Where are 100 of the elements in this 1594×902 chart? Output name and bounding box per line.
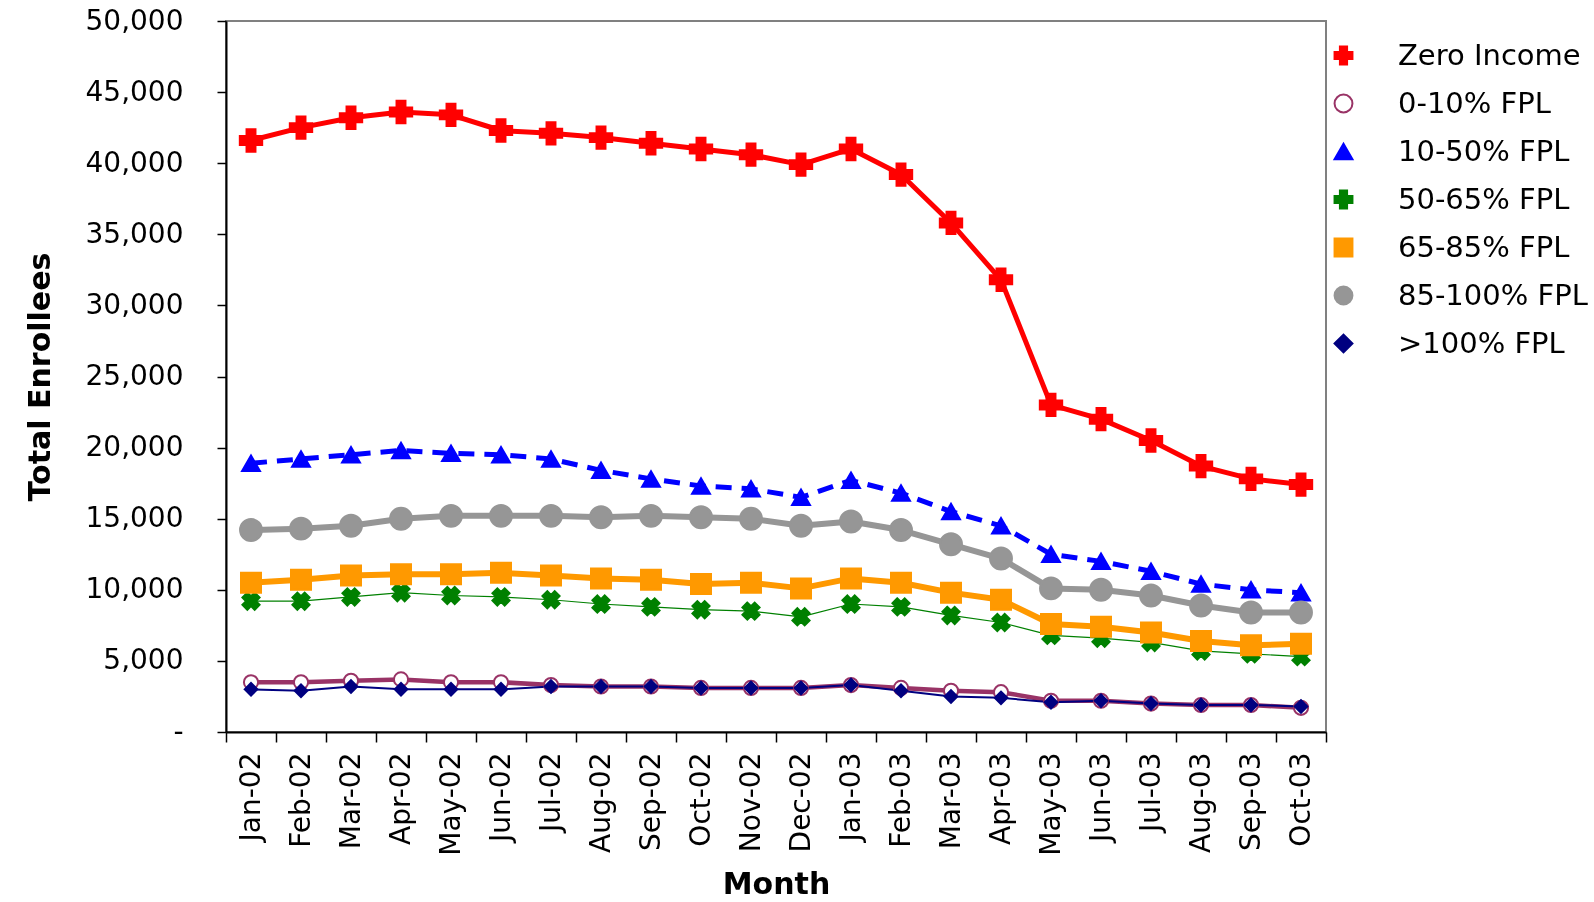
legend-label: 0-10% FPL xyxy=(1398,85,1551,120)
x-tick-label: Jun-02 xyxy=(483,752,517,844)
point xyxy=(1038,392,1064,418)
point xyxy=(689,505,713,530)
point xyxy=(1240,634,1262,657)
x-tick-label: Aug-03 xyxy=(1183,752,1217,853)
point xyxy=(1291,583,1311,602)
point xyxy=(691,477,711,495)
point xyxy=(1138,428,1164,453)
point xyxy=(791,607,811,627)
point xyxy=(388,99,414,125)
point xyxy=(888,162,914,187)
point xyxy=(991,612,1011,633)
point xyxy=(839,509,863,534)
point xyxy=(539,503,563,528)
point xyxy=(241,454,261,472)
legend-label: 85-100% FPL xyxy=(1398,277,1588,312)
x-tick-label: Apr-02 xyxy=(383,752,417,845)
point xyxy=(891,597,911,617)
point xyxy=(1289,600,1313,625)
point xyxy=(740,571,762,594)
point xyxy=(540,564,562,587)
point xyxy=(443,682,459,697)
point xyxy=(1189,593,1213,618)
y-tick-label: 35,000 xyxy=(85,216,184,250)
x-tick-label: Feb-03 xyxy=(883,752,917,848)
point xyxy=(343,679,359,694)
point xyxy=(640,568,662,591)
point xyxy=(1139,583,1163,608)
point xyxy=(641,597,661,617)
point xyxy=(690,573,712,596)
point xyxy=(338,105,364,130)
x-tick-label: Apr-03 xyxy=(983,752,1017,845)
point xyxy=(639,503,663,528)
point xyxy=(938,210,964,236)
point xyxy=(1140,621,1162,644)
point xyxy=(393,682,409,697)
point xyxy=(691,600,711,620)
x-tick-label: Feb-02 xyxy=(283,752,317,848)
y-tick-label: - xyxy=(173,714,184,748)
point xyxy=(1290,632,1312,655)
point xyxy=(538,121,564,146)
point xyxy=(341,587,361,607)
y-tick-label: 5,000 xyxy=(103,643,184,677)
point xyxy=(591,594,611,614)
point xyxy=(1090,615,1112,638)
point xyxy=(340,564,362,587)
x-tick-label: Aug-02 xyxy=(583,752,617,853)
point xyxy=(239,518,263,543)
point xyxy=(389,506,413,531)
point xyxy=(638,131,664,156)
y-tick-label: 45,000 xyxy=(85,74,184,108)
legend-label: 50-65% FPL xyxy=(1398,181,1570,216)
point xyxy=(440,563,462,586)
y-axis-title: Total Enrollees xyxy=(21,252,57,502)
point xyxy=(341,445,361,464)
y-tick-label: 30,000 xyxy=(85,287,184,321)
point xyxy=(240,571,262,594)
x-tick-label: Oct-03 xyxy=(1283,752,1317,847)
point xyxy=(1191,575,1211,593)
point xyxy=(289,516,313,541)
point xyxy=(1091,552,1111,571)
point xyxy=(789,513,813,538)
point xyxy=(441,444,461,463)
point xyxy=(238,128,264,153)
point xyxy=(288,115,314,140)
x-tick-label: Dec-02 xyxy=(783,752,817,853)
point xyxy=(541,450,561,468)
point xyxy=(590,567,612,590)
point xyxy=(441,585,461,606)
point xyxy=(291,591,311,611)
point xyxy=(1089,577,1113,602)
point xyxy=(738,142,764,167)
x-tick-label: Mar-02 xyxy=(333,752,367,850)
point xyxy=(788,152,814,177)
point xyxy=(290,568,312,591)
point xyxy=(541,590,561,610)
legend-label: Zero Income xyxy=(1398,37,1581,72)
legend-label: 10-50% FPL xyxy=(1398,133,1570,168)
point xyxy=(940,581,962,604)
point xyxy=(1039,576,1063,601)
point xyxy=(741,480,761,498)
x-axis-title: Month xyxy=(722,865,831,901)
point xyxy=(293,683,309,699)
point xyxy=(491,587,511,607)
point xyxy=(589,505,613,530)
x-tick-label: Jan-02 xyxy=(233,752,267,844)
x-tick-label: Jul-03 xyxy=(1133,752,1167,835)
point xyxy=(1088,406,1114,432)
point xyxy=(243,682,259,697)
point xyxy=(390,563,412,586)
point xyxy=(491,445,511,464)
point xyxy=(841,471,861,490)
point xyxy=(941,605,961,625)
point xyxy=(841,594,861,614)
point xyxy=(588,125,614,150)
x-tick-label: May-03 xyxy=(1033,752,1067,856)
point xyxy=(739,506,763,531)
point xyxy=(791,488,811,507)
legend-label: >100% FPL xyxy=(1398,325,1565,360)
